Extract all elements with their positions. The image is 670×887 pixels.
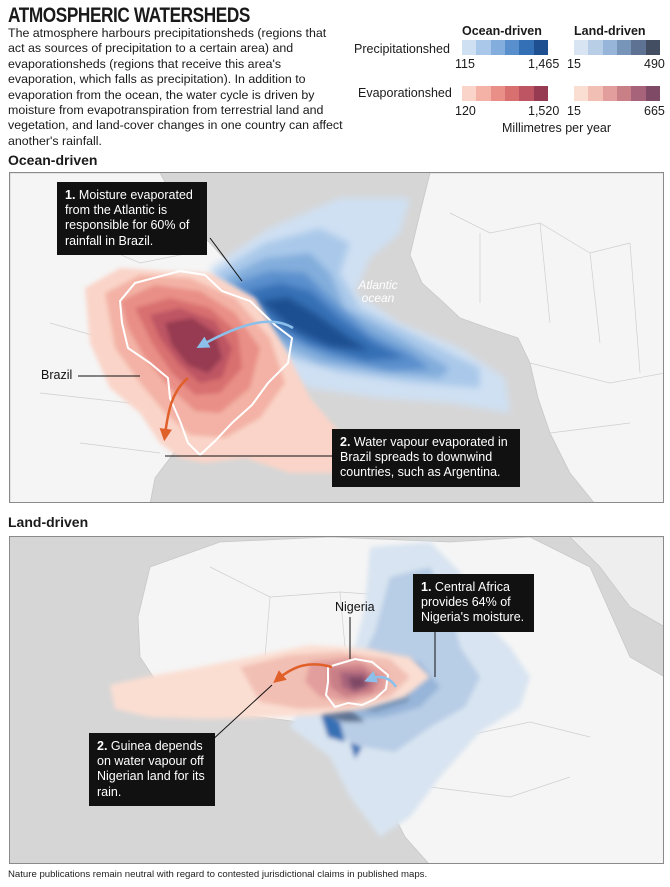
arabia: [569, 537, 663, 627]
nigeria-vapour-arrow: [273, 663, 333, 683]
ocean-moisture-arrow: [196, 320, 294, 349]
legend-swatch: [476, 40, 491, 55]
brazil-vapour-arrow: [159, 377, 189, 442]
legend-swatch: [588, 40, 603, 55]
legend-swatch: [533, 40, 548, 55]
africa: [409, 173, 663, 502]
section-label-ocean: Ocean-driven: [8, 152, 98, 168]
evap-land-min: 15: [567, 104, 581, 118]
legend-swatch: [631, 86, 646, 101]
land-callout-2: 2. Guinea depends on water vapour off Ni…: [89, 733, 215, 806]
ocean-callout-2-number: 2.: [340, 435, 351, 449]
legend-swatch: [490, 86, 505, 101]
ocean-callout-1-text: Moisture evaporated from the Atlantic is…: [65, 188, 193, 248]
footer-disclaimer: Nature publications remain neutral with …: [8, 869, 428, 880]
land-callout-1-number: 1.: [421, 580, 432, 594]
land-callout-2-number: 2.: [97, 739, 108, 753]
ocean-callout-1: 1. Moisture evaporated from the Atlantic…: [57, 182, 207, 255]
precipitationshed-land-scale: [574, 40, 660, 55]
legend-swatch: [462, 40, 477, 55]
legend-swatch: [602, 86, 617, 101]
legend-swatch: [504, 40, 520, 55]
legend-swatch: [533, 86, 548, 101]
legend-swatch: [645, 40, 660, 55]
legend-swatch: [602, 40, 617, 55]
precipitationshed-ocean-scale: [462, 40, 548, 55]
precip-land-max: 490: [644, 57, 665, 71]
legend-swatch: [574, 86, 589, 101]
legend-swatch: [616, 86, 632, 101]
legend-swatch: [490, 40, 505, 55]
brazil-outline: [118, 269, 294, 457]
evaporationshed-layer: [110, 645, 430, 719]
legend-swatch: [588, 86, 603, 101]
legend-header-ocean: Ocean-driven: [462, 24, 542, 38]
legend-swatch: [616, 40, 632, 55]
section-label-land: Land-driven: [8, 514, 89, 530]
land-callout-2-text: Guinea depends on water vapour off Niger…: [97, 739, 205, 799]
legend-swatch: [476, 86, 491, 101]
land-callout-1: 1. Central Africa provides 64% of Nigeri…: [413, 574, 534, 632]
legend-header-land: Land-driven: [574, 24, 646, 38]
legend-swatch: [631, 40, 646, 55]
legend-swatch: [519, 40, 534, 55]
ocean-callout-1-number: 1.: [65, 188, 76, 202]
precip-ocean-max: 1,465: [528, 57, 560, 71]
page-title: ATMOSPHERIC WATERSHEDS: [8, 4, 250, 27]
ocean-callout-2: 2. Water vapour evaporated in Brazil spr…: [332, 429, 520, 487]
nigeria-outline: [324, 657, 390, 709]
legend-swatch: [645, 86, 660, 101]
central-africa-moisture-arrow: [364, 670, 398, 688]
precip-ocean-min: 115: [455, 57, 475, 71]
evaporationshed-layer: [85, 268, 345, 473]
land-driven-map: Nigeria 1. Central Africa provides 64% o…: [9, 536, 664, 864]
intro-text: The atmosphere harbours precipitationshe…: [8, 26, 343, 148]
legend-label-precipitationshed: Precipitationshed: [354, 42, 450, 56]
legend-label-evaporationshed: Evaporationshed: [358, 86, 452, 100]
callout1-leader-line: [209, 237, 243, 282]
brazil-label: Brazil: [41, 368, 73, 382]
callout2-leader-line: [209, 684, 273, 743]
country-borders: [39, 212, 663, 454]
evaporationshed-ocean-scale: [462, 86, 548, 101]
nigeria-label: Nigeria: [335, 600, 375, 614]
evap-ocean-max: 1,520: [528, 104, 560, 118]
land-map-graphic: [10, 537, 663, 863]
legend-units: Millimetres per year: [502, 121, 612, 135]
ocean-driven-map: Atlantic ocean Brazil 1. Moisture evapor…: [9, 172, 664, 503]
evap-land-max: 665: [644, 104, 665, 118]
legend-swatch: [519, 86, 534, 101]
ocean-label: Atlantic ocean: [358, 278, 398, 305]
evap-ocean-min: 120: [455, 104, 476, 118]
legend-swatch: [462, 86, 477, 101]
precip-land-min: 15: [567, 57, 581, 71]
land-callout-1-text: Central Africa provides 64% of Nigeria's…: [421, 580, 525, 625]
evaporationshed-land-scale: [574, 86, 660, 101]
ocean-callout-2-text: Water vapour evaporated in Brazil spread…: [340, 435, 508, 480]
legend-swatch: [504, 86, 520, 101]
legend-swatch: [574, 40, 589, 55]
